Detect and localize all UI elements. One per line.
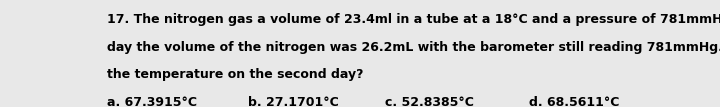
Text: the temperature on the second day?: the temperature on the second day? <box>107 68 363 81</box>
Text: d. 68.5611°C: d. 68.5611°C <box>529 96 620 107</box>
Text: 17. The nitrogen gas a volume of 23.4ml in a tube at a 18°C and a pressure of 78: 17. The nitrogen gas a volume of 23.4ml … <box>107 13 720 26</box>
Text: c. 52.8385°C: c. 52.8385°C <box>385 96 474 107</box>
Text: b. 27.1701°C: b. 27.1701°C <box>248 96 339 107</box>
Text: day the volume of the nitrogen was 26.2mL with the barometer still reading 781mm: day the volume of the nitrogen was 26.2m… <box>107 41 720 54</box>
Text: a. 67.3915°C: a. 67.3915°C <box>107 96 197 107</box>
